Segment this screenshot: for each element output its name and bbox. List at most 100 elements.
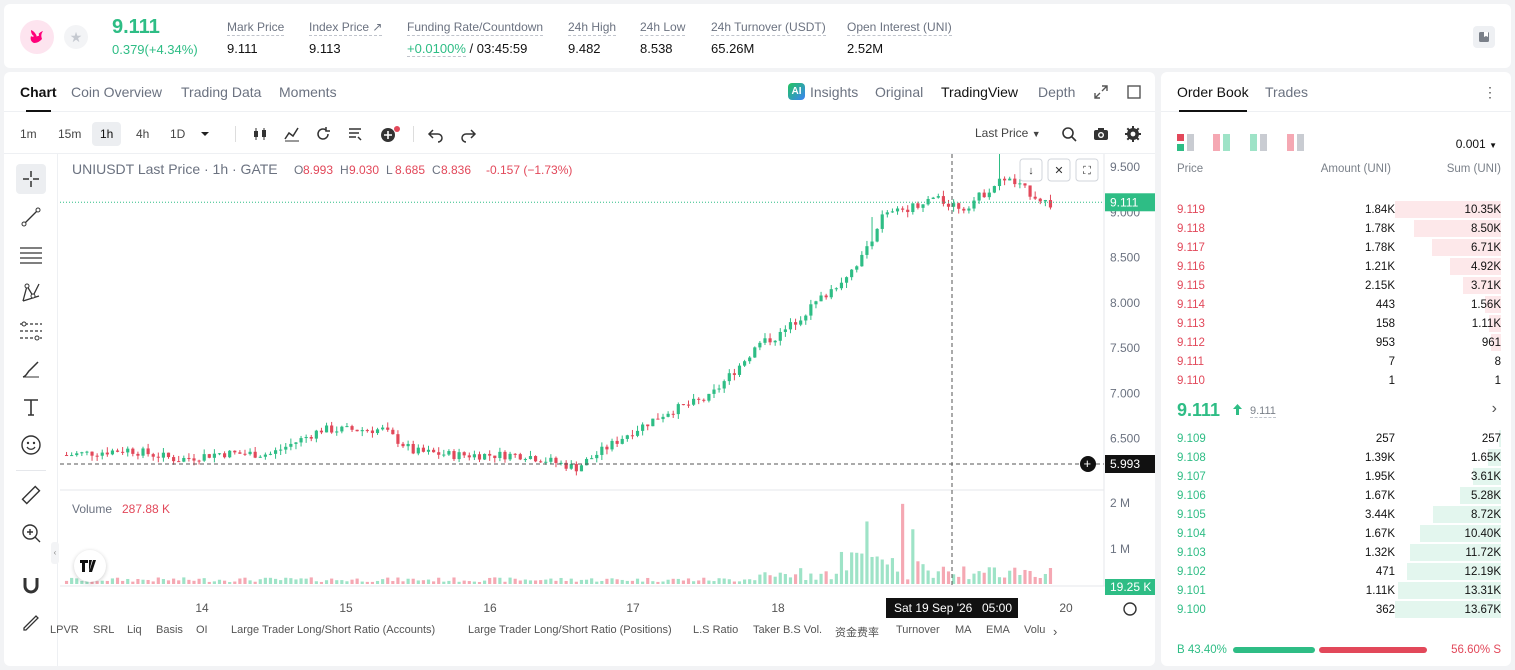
ask-row[interactable]: 9.114 443 1.56K	[1177, 295, 1501, 314]
indicator-ma[interactable]: MA	[955, 624, 972, 636]
tab-order-book[interactable]: Order Book	[1177, 84, 1249, 112]
settings-gear-icon[interactable]	[1124, 125, 1142, 143]
add-indicator-icon[interactable]	[379, 125, 401, 143]
ask-row[interactable]: 9.118 1.78K 8.50K	[1177, 219, 1501, 238]
tab-tradingview[interactable]: TradingView	[941, 84, 1019, 100]
orderbook-both-view-icon[interactable]	[1177, 134, 1195, 152]
bid-row[interactable]: 9.102 471 12.19K	[1177, 562, 1501, 581]
bid-row[interactable]: 9.108 1.39K 1.65K	[1177, 448, 1501, 467]
ask-row[interactable]: 9.116 1.21K 4.92K	[1177, 257, 1501, 276]
timeframe-15m[interactable]: 15m	[58, 127, 82, 141]
template-icon[interactable]	[346, 125, 364, 143]
volume-bar	[574, 581, 578, 584]
ask-row[interactable]: 9.110 1 1	[1177, 371, 1501, 390]
magnet-icon[interactable]	[16, 570, 46, 600]
tab-original[interactable]: Original	[875, 84, 924, 100]
indicator-srl[interactable]: SRL	[93, 624, 115, 636]
orderbook-asks-view-icon[interactable]	[1287, 134, 1305, 152]
tab-chart[interactable]: Chart	[20, 84, 57, 112]
volume-bar	[182, 577, 186, 584]
fib-retracement-icon[interactable]	[16, 316, 46, 346]
ask-row[interactable]: 9.113 158 1.11K	[1177, 314, 1501, 333]
bid-row[interactable]: 9.104 1.67K 10.40K	[1177, 524, 1501, 543]
indicator-ema[interactable]: EMA	[986, 624, 1010, 636]
volume-axis-label: 2 M	[1110, 496, 1130, 510]
indicator-ls-ratio[interactable]: L.S Ratio	[693, 624, 739, 636]
chevron-right-icon[interactable]: ›	[1053, 624, 1058, 639]
undo-icon[interactable]	[427, 125, 445, 143]
bid-row[interactable]: 9.105 3.44K 8.72K	[1177, 505, 1501, 524]
text-tool-icon[interactable]	[16, 392, 46, 422]
ask-row[interactable]: 9.115 2.15K 3.71K	[1177, 276, 1501, 295]
tab-depth[interactable]: Depth	[1038, 84, 1076, 100]
timeframe-1h[interactable]: 1h	[92, 122, 122, 146]
chevron-right-icon[interactable]: ›	[1491, 400, 1497, 417]
tab-insights[interactable]: Insights	[810, 84, 859, 100]
indicator-liq[interactable]: Liq	[127, 624, 142, 636]
emoji-icon[interactable]	[16, 430, 46, 460]
chevron-down-icon[interactable]	[196, 125, 214, 143]
tab-coin-overview[interactable]: Coin Overview	[71, 84, 163, 100]
bid-row[interactable]: 9.103 1.32K 11.72K	[1177, 543, 1501, 562]
tradingview-logo-icon[interactable]	[74, 550, 106, 582]
pattern-icon[interactable]	[16, 278, 46, 308]
crosshair-icon[interactable]	[16, 164, 46, 194]
brush-icon[interactable]	[16, 354, 46, 384]
ask-row[interactable]: 9.117 1.78K 6.71K	[1177, 238, 1501, 257]
favorite-star-icon[interactable]: ★	[64, 25, 88, 49]
timeframe-4h[interactable]: 4h	[136, 127, 150, 141]
volume-bar	[804, 580, 808, 584]
expand-icon[interactable]	[1094, 85, 1108, 99]
indicator-large-trader-positions[interactable]: Large Trader Long/Short Ratio (Positions…	[468, 624, 672, 636]
tick-size-select[interactable]: 0.001 ▼	[1455, 137, 1497, 151]
bid-row[interactable]: 9.101 1.11K 13.31K	[1177, 581, 1501, 600]
candle-type-icon[interactable]	[251, 125, 269, 143]
orderbook-split-view-icon[interactable]	[1213, 134, 1231, 152]
tab-trades[interactable]: Trades	[1265, 84, 1309, 100]
bid-row[interactable]: 9.106 1.67K 5.28K	[1177, 486, 1501, 505]
indicator-large-trader-accounts[interactable]: Large Trader Long/Short Ratio (Accounts)	[231, 624, 436, 636]
search-icon[interactable]	[1060, 125, 1078, 143]
candle-body	[595, 454, 599, 459]
price-type-select[interactable]: Last Price ▼	[975, 126, 1041, 140]
document-icon[interactable]	[1473, 26, 1495, 48]
candle-body	[105, 452, 109, 455]
ruler-icon[interactable]	[16, 480, 46, 510]
tab-trading-data[interactable]: Trading Data	[181, 84, 262, 100]
ask-row[interactable]: 9.112 953 961	[1177, 333, 1501, 352]
timeframe-1d[interactable]: 1D	[170, 127, 186, 141]
indicator-turnover[interactable]: Turnover	[896, 624, 940, 636]
volume-bar	[539, 580, 543, 584]
trendline-icon[interactable]	[16, 202, 46, 232]
more-menu-icon[interactable]: ⋮	[1483, 84, 1497, 100]
tab-moments[interactable]: Moments	[279, 84, 337, 100]
indicator-lpvr[interactable]: LPVR	[50, 624, 79, 636]
zoom-in-icon[interactable]	[16, 518, 46, 548]
indicator-oi[interactable]: OI	[196, 624, 208, 636]
lock-drawing-icon[interactable]	[16, 606, 46, 636]
indicators-icon[interactable]	[283, 125, 301, 143]
camera-icon[interactable]	[1092, 125, 1110, 143]
ask-row[interactable]: 9.111 7 8	[1177, 352, 1501, 371]
ask-row[interactable]: 9.119 1.84K 10.35K	[1177, 200, 1501, 219]
indicator-taker-vol[interactable]: Taker B.S Vol.	[753, 624, 823, 636]
bid-row[interactable]: 9.109 257 257	[1177, 429, 1501, 448]
window-icon[interactable]	[1127, 85, 1141, 99]
stat-index-price[interactable]: Index Price ↗ 9.113	[309, 20, 383, 56]
horizontal-lines-icon[interactable]	[16, 240, 46, 270]
volume-bar	[513, 578, 517, 584]
redo-icon[interactable]	[459, 125, 477, 143]
bid-row[interactable]: 9.107 1.95K 3.61K	[1177, 467, 1501, 486]
indicator-basis[interactable]: Basis	[156, 624, 183, 636]
refresh-icon[interactable]	[314, 125, 332, 143]
orderbook-bids-view-icon[interactable]	[1250, 134, 1268, 152]
volume-bar	[569, 578, 573, 584]
indicator-funding-rate[interactable]: 资金费率	[835, 627, 879, 639]
indicator-volume[interactable]: Volu	[1024, 624, 1046, 636]
timeframe-1m[interactable]: 1m	[20, 127, 37, 141]
collapse-toolbar-handle[interactable]: ‹	[51, 542, 59, 564]
bid-row[interactable]: 9.100 362 13.67K	[1177, 600, 1501, 619]
volume-bar	[692, 581, 696, 584]
stat-funding-rate[interactable]: Funding Rate/Countdown +0.0100% / 03:45:…	[407, 20, 544, 57]
